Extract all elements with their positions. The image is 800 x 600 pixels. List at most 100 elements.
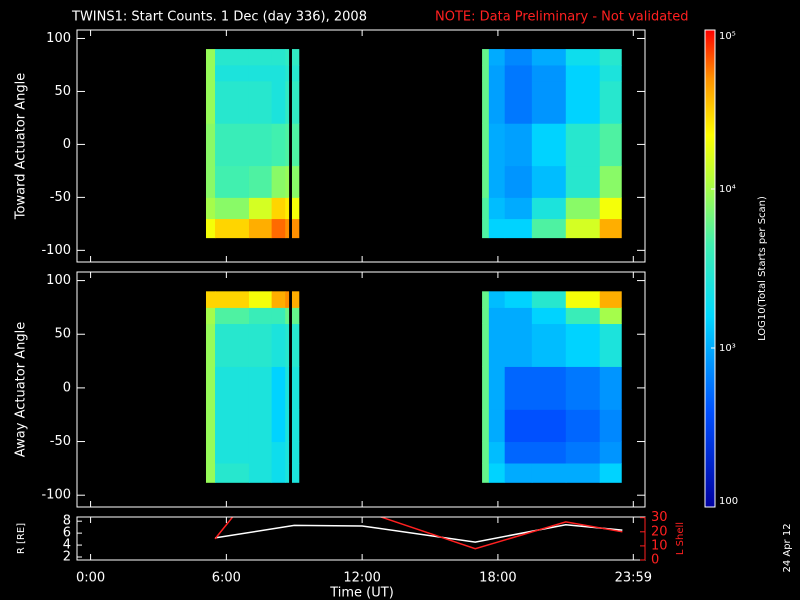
heat-cell bbox=[248, 123, 273, 167]
heat-cell bbox=[565, 80, 601, 124]
heat-cell bbox=[205, 165, 216, 198]
heat-cell bbox=[565, 291, 601, 308]
heat-cell bbox=[565, 218, 601, 239]
heat-cell bbox=[482, 291, 490, 308]
heat-cell bbox=[215, 218, 250, 239]
heat-cell bbox=[482, 463, 490, 483]
heat-cell bbox=[205, 291, 216, 308]
heat-cell bbox=[215, 64, 250, 82]
heat-cell bbox=[482, 165, 490, 198]
heat-cell bbox=[565, 165, 601, 198]
y-tick-label: 4 bbox=[63, 538, 71, 553]
heat-cell bbox=[248, 307, 273, 325]
heat-cell bbox=[504, 49, 533, 66]
heat-cell bbox=[504, 123, 533, 167]
heat-cell bbox=[504, 409, 533, 443]
y-tick-label: -50 bbox=[50, 434, 71, 449]
heat-cell bbox=[565, 409, 601, 443]
chart-title: TWINS1: Start Counts. 1 Dec (day 336), 2… bbox=[71, 10, 367, 25]
heat-cell bbox=[291, 49, 300, 66]
heat-cell bbox=[248, 165, 273, 198]
colorbar-tick-label: 10⁵ bbox=[719, 31, 736, 42]
heat-cell bbox=[531, 463, 567, 483]
heat-cell bbox=[285, 441, 290, 464]
note: NOTE: Data Preliminary - Not validated bbox=[435, 10, 689, 25]
heat-cell bbox=[248, 409, 273, 443]
heat-cell bbox=[531, 307, 567, 325]
y2-axis-label: L Shell bbox=[675, 522, 686, 555]
heat-cell bbox=[488, 197, 506, 220]
series-line bbox=[214, 524, 623, 543]
heat-cell bbox=[271, 366, 286, 410]
heat-cell bbox=[488, 64, 506, 82]
heat-cell bbox=[504, 197, 533, 220]
heat-cell bbox=[291, 165, 300, 198]
y2-tick-label: 30 bbox=[651, 510, 668, 525]
heat-cell bbox=[248, 323, 273, 367]
heat-cell bbox=[482, 307, 490, 325]
y-tick-label: 100 bbox=[46, 273, 71, 288]
heat-cell bbox=[285, 80, 290, 124]
heat-cell bbox=[482, 64, 490, 82]
y-axis-label: Away Actuator Angle bbox=[14, 322, 29, 457]
y-axis-label: R [RE] bbox=[16, 523, 27, 554]
heat-cell bbox=[531, 323, 567, 367]
date-stamp: 24 Apr 12 bbox=[782, 523, 793, 572]
y-tick-label: 0 bbox=[63, 380, 71, 395]
heat-cell bbox=[205, 409, 216, 443]
heat-cell bbox=[215, 197, 250, 220]
heat-cell bbox=[599, 64, 622, 82]
heat-cell bbox=[248, 197, 273, 220]
heat-cell bbox=[285, 197, 290, 220]
heat-cell bbox=[482, 80, 490, 124]
heat-cell bbox=[291, 409, 300, 443]
heat-cell bbox=[531, 441, 567, 464]
heat-cell bbox=[565, 307, 601, 325]
heat-cell bbox=[482, 323, 490, 367]
heat-cell bbox=[599, 123, 622, 167]
heat-cell bbox=[504, 366, 533, 410]
heat-cell bbox=[248, 80, 273, 124]
heat-cell bbox=[291, 291, 300, 308]
heat-cell bbox=[285, 323, 290, 367]
y2-tick-label: 20 bbox=[651, 524, 668, 539]
heat-cell bbox=[205, 218, 216, 239]
heat-cell bbox=[215, 366, 250, 410]
colorbar-label: LOG10(Total Starts per Scan) bbox=[757, 196, 768, 341]
heat-cell bbox=[205, 197, 216, 220]
heat-cell bbox=[205, 80, 216, 124]
heat-cell bbox=[285, 409, 290, 443]
heat-cell bbox=[482, 366, 490, 410]
heat-cell bbox=[599, 291, 622, 308]
heat-cell bbox=[215, 463, 250, 483]
heat-cell bbox=[482, 218, 490, 239]
heat-cell bbox=[599, 307, 622, 325]
y-tick-label: 6 bbox=[63, 526, 71, 541]
y-tick-label: 8 bbox=[63, 514, 71, 529]
heat-cell bbox=[291, 463, 300, 483]
x-axis-label: Time (UT) bbox=[329, 586, 394, 600]
heat-cell bbox=[248, 291, 273, 308]
heat-cell bbox=[482, 49, 490, 66]
y-tick-label: -50 bbox=[50, 190, 71, 205]
line-plot-area bbox=[214, 517, 623, 550]
heat-cell bbox=[531, 165, 567, 198]
heat-cell bbox=[271, 463, 286, 483]
heat-cell bbox=[271, 441, 286, 464]
heat-cell bbox=[205, 49, 216, 66]
y2-tick-label: 0 bbox=[651, 553, 659, 568]
heat-cell bbox=[215, 291, 250, 308]
heat-cell bbox=[205, 64, 216, 82]
heat-cell bbox=[285, 49, 290, 66]
heat-cell bbox=[599, 197, 622, 220]
heat-cell bbox=[531, 123, 567, 167]
heat-cell bbox=[504, 307, 533, 325]
heat-cell bbox=[531, 197, 567, 220]
heat-cell bbox=[271, 323, 286, 367]
heat-cell bbox=[531, 218, 567, 239]
heat-cell bbox=[599, 49, 622, 66]
heat-cell bbox=[599, 218, 622, 239]
heat-cell bbox=[531, 409, 567, 443]
heat-cell bbox=[248, 218, 273, 239]
